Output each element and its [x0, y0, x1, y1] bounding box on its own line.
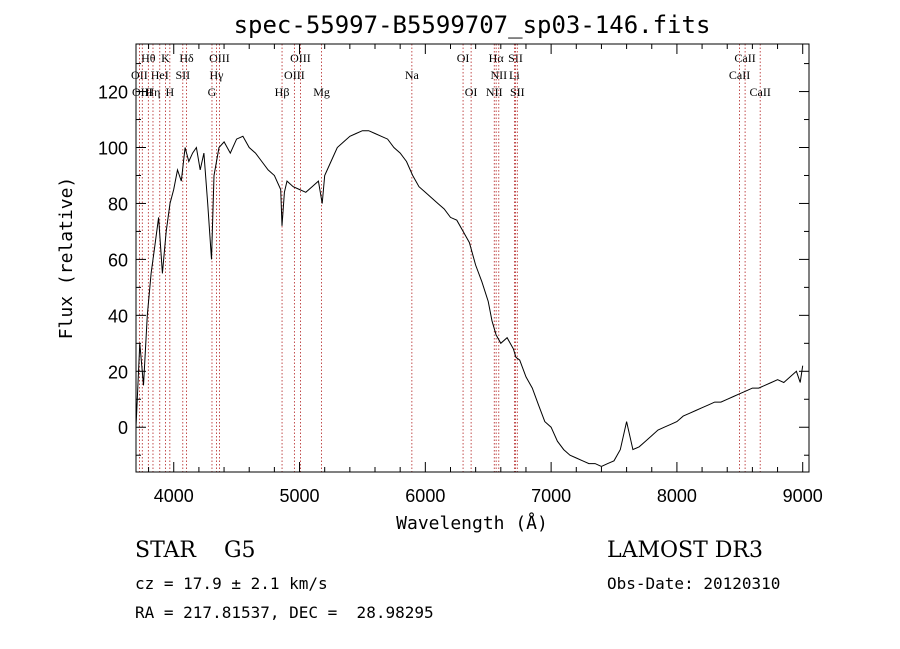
line-label-3: OIII	[209, 51, 230, 65]
line-label-16: Li	[509, 68, 520, 82]
spectrum-line	[135, 130, 804, 467]
survey-name: LAMOST DR3	[607, 538, 763, 563]
line-label-1: K	[161, 51, 170, 65]
star-class: STAR G5	[135, 538, 256, 563]
line-label-20: H	[166, 85, 175, 99]
line-label-25: NII	[486, 85, 503, 99]
line-label-6: Hα	[489, 51, 505, 65]
line-label-26: SII	[510, 85, 525, 99]
line-label-23: Mg	[313, 85, 330, 99]
y-axis-ticks: 0 20 40 60 80 100 120	[98, 63, 809, 456]
line-label-17: CaII	[729, 68, 750, 82]
y-tick-label-100: 100	[98, 139, 128, 159]
line-label-9: OII	[131, 68, 148, 82]
y-tick-label-0: 0	[118, 418, 128, 438]
line-label-0: Hθ	[141, 51, 156, 65]
redshift-velocity: cz = 17.9 ± 2.1 km/s	[135, 574, 328, 593]
line-label-7: SII	[508, 51, 523, 65]
line-label-11: SII	[175, 68, 190, 82]
line-label-13: OIII	[284, 68, 305, 82]
x-tick-label-4000: 4000	[154, 486, 194, 506]
x-tick-label-7000: 7000	[531, 486, 571, 506]
line-label-22: Hβ	[275, 85, 290, 99]
y-tick-label-80: 80	[108, 194, 128, 214]
y-axis-label: Flux (relative)	[56, 177, 77, 340]
line-label-12: Hγ	[210, 68, 225, 82]
line-label-2: Hδ	[179, 51, 194, 65]
spectrum-series	[135, 130, 804, 467]
y-tick-label-40: 40	[108, 306, 128, 326]
line-label-21: G	[208, 85, 217, 99]
y-tick-label-120: 120	[98, 83, 128, 103]
line-label-14: Na	[405, 68, 420, 82]
line-label-10: HeI	[151, 68, 169, 82]
y-tick-label-60: 60	[108, 250, 128, 270]
x-tick-label-6000: 6000	[405, 486, 445, 506]
chart-title: spec-55997-B5599707_sp03-146.fits	[234, 11, 711, 39]
line-label-19: Hη	[146, 85, 161, 99]
line-label-27: CaII	[750, 85, 771, 99]
plot-frame	[135, 43, 810, 473]
x-tick-label-8000: 8000	[657, 486, 697, 506]
x-tick-label-9000: 9000	[783, 486, 823, 506]
line-label-8: CaII	[734, 51, 755, 65]
observation-date: Obs-Date: 20120310	[607, 574, 781, 593]
sky-coordinates: RA = 217.81537, DEC = 28.98295	[135, 603, 434, 622]
x-axis-label: Wavelength (Å)	[396, 512, 548, 534]
x-tick-label-5000: 5000	[280, 486, 320, 506]
y-tick-label-20: 20	[108, 362, 128, 382]
line-label-15: NII	[490, 68, 507, 82]
line-label-5: OI	[457, 51, 470, 65]
line-label-4: OIII	[290, 51, 311, 65]
line-label-24: OI	[465, 85, 478, 99]
x-axis-ticks: 4000 5000 6000 7000 8000 9000	[148, 44, 823, 506]
